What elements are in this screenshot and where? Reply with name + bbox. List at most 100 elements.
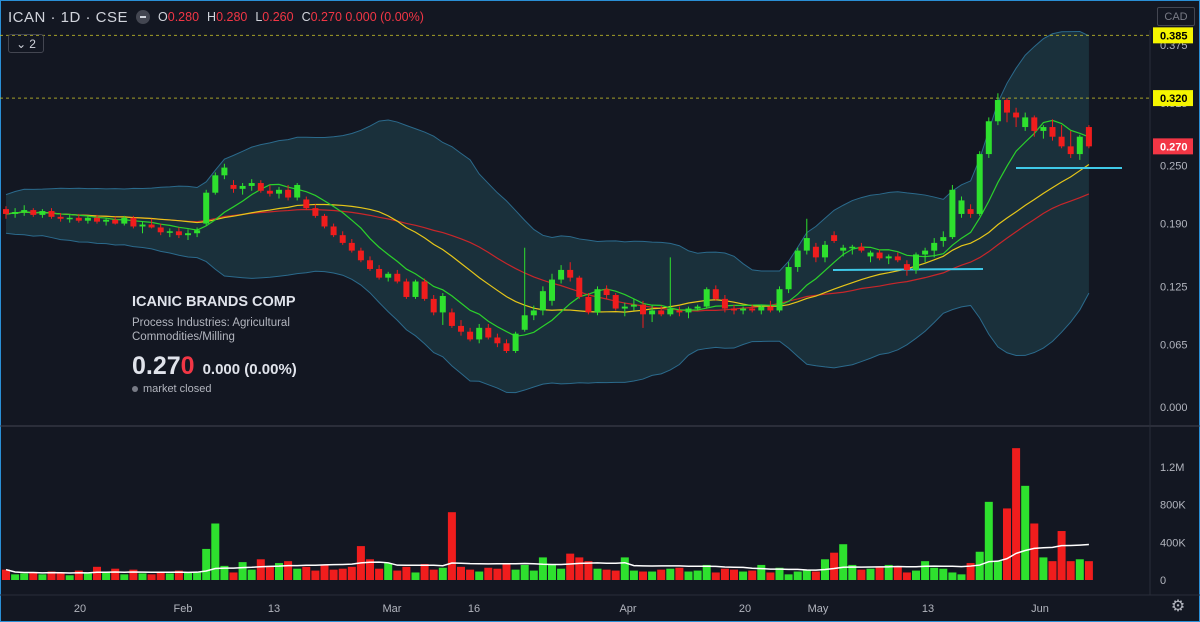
candle-body: [1067, 146, 1074, 155]
candle-body: [1013, 112, 1020, 118]
volume-bar: [793, 571, 802, 580]
candle-body: [21, 210, 28, 213]
volume-bar: [329, 569, 338, 580]
volume-bar: [548, 563, 556, 580]
volume-bar: [256, 559, 265, 580]
volume-bar: [1030, 523, 1039, 580]
volume-bar: [284, 561, 293, 580]
candle-body: [976, 154, 983, 214]
volume-bar: [720, 568, 729, 580]
candle-body: [48, 211, 55, 217]
indicator-collapse-button[interactable]: ⌄ 2: [8, 34, 44, 53]
candle-body: [57, 216, 64, 219]
candle-body: [794, 250, 801, 268]
price-tick-label: 0.125: [1160, 281, 1188, 293]
volume-bar: [56, 573, 65, 580]
volume-bar: [575, 557, 584, 580]
level-price-value: 0.385: [1160, 30, 1188, 42]
volume-bar: [893, 566, 902, 580]
volume-bar: [912, 570, 920, 580]
candle-body: [849, 246, 856, 249]
candle-body: [549, 279, 555, 301]
minimize-icon[interactable]: [136, 10, 151, 24]
candle-body: [922, 250, 929, 255]
volume-bar: [220, 565, 229, 580]
volume-bar: [684, 571, 693, 580]
candle-body: [603, 289, 610, 296]
volume-bar: [666, 568, 675, 580]
volume-bar: [584, 561, 593, 580]
candle-body: [1076, 136, 1083, 155]
volume-bar: [766, 572, 775, 580]
candle-body: [694, 306, 701, 309]
volume-bar: [111, 568, 120, 580]
candle-body: [812, 246, 819, 258]
symbol-info-panel: ICANIC BRANDS COMP Process Industries: A…: [132, 294, 332, 395]
candle-body: [1085, 127, 1092, 147]
volume-bar: [47, 571, 56, 580]
candle-body: [640, 304, 646, 315]
candle-body: [712, 289, 719, 299]
volume-bar: [857, 569, 866, 580]
volume-bar: [529, 570, 538, 580]
volume-bar: [393, 570, 402, 580]
volume-bar: [711, 572, 720, 580]
candle-body: [558, 269, 565, 280]
symbol-title[interactable]: ICAN · 1D · CSE: [8, 8, 129, 26]
candle-body: [448, 312, 455, 326]
candle-body: [3, 209, 9, 214]
indicator-count: 2: [29, 36, 36, 51]
candle-body: [485, 327, 492, 338]
volume-bar: [629, 570, 638, 580]
candle-body: [467, 331, 474, 340]
volume-bar: [520, 564, 529, 580]
volume-bar: [757, 564, 766, 580]
volume-bar: [211, 523, 220, 580]
candle-body: [521, 315, 528, 330]
volume-bar: [538, 557, 547, 580]
candle-body: [685, 308, 692, 313]
volume-bar: [620, 557, 629, 580]
candle-body: [84, 217, 91, 221]
candle-body: [476, 327, 483, 340]
volume-bar: [739, 571, 748, 580]
volume-bar: [984, 501, 993, 580]
currency-badge[interactable]: CAD: [1157, 7, 1195, 26]
candle-body: [967, 209, 974, 214]
volume-bar: [1021, 485, 1030, 580]
volume-bar: [784, 574, 793, 580]
volume-bar: [438, 567, 447, 580]
candle-body: [321, 215, 328, 227]
volume-bar: [147, 574, 156, 580]
price-tick-label: 0.000: [1160, 402, 1188, 414]
volume-bar: [830, 552, 839, 580]
volume-tick-label: 0: [1160, 575, 1166, 587]
candle-body: [894, 256, 901, 261]
volume-bar: [366, 559, 374, 580]
volume-bar: [1003, 508, 1011, 580]
volume-bar: [639, 571, 647, 580]
candle-body: [740, 308, 747, 311]
volume-bar: [93, 566, 101, 580]
candle-body: [512, 333, 519, 352]
candle-body: [649, 310, 656, 315]
volume-bar: [38, 574, 47, 580]
volume-bar: [993, 561, 1002, 580]
volume-bar: [447, 512, 456, 580]
candle-body: [958, 200, 965, 214]
candle-body: [203, 192, 210, 224]
gear-icon[interactable]: ⚙: [1170, 598, 1186, 615]
volume-bar: [74, 570, 83, 580]
candle-body: [439, 295, 446, 313]
candle-body: [885, 256, 892, 259]
company-sector: Process Industries: Agricultural Commodi…: [132, 317, 290, 343]
volume-bar: [775, 567, 784, 580]
volume-bar: [693, 570, 702, 580]
status-dot-icon: [132, 386, 138, 392]
candle-body: [539, 291, 546, 311]
bollinger-band-fill: [6, 31, 1089, 393]
level-price-value: 0.320: [1160, 93, 1188, 105]
candle-body: [731, 308, 737, 311]
volume-bar: [593, 568, 602, 580]
